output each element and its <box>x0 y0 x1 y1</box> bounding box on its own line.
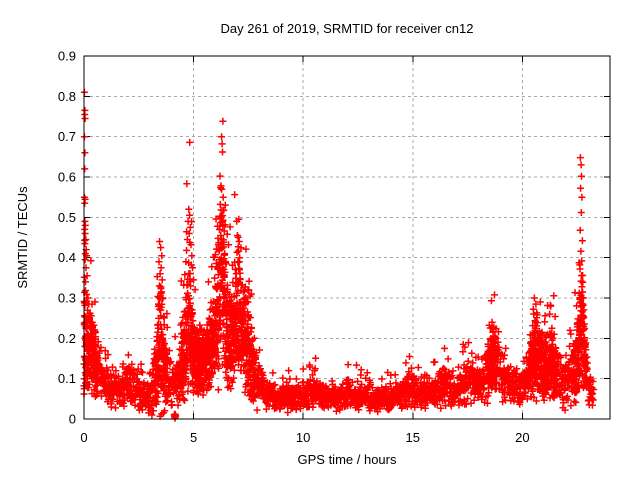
y-axis-title: SRMTID / TECUs <box>15 186 30 289</box>
y-tick-label: 0.3 <box>58 291 76 306</box>
y-tick-label: 0.1 <box>58 371 76 386</box>
y-tick-label: 0.7 <box>58 129 76 144</box>
plot-border <box>83 55 611 420</box>
y-tick-label: 0.4 <box>58 250 76 265</box>
x-tick-label: 10 <box>296 430 310 445</box>
x-tick-label: 5 <box>190 430 197 445</box>
x-axis-title: GPS time / hours <box>298 452 397 467</box>
x-tick-labels: 0 5 10 15 20 <box>80 430 529 445</box>
y-tick-label: 0.5 <box>58 210 76 225</box>
y-tick-labels: 0 0.1 0.2 0.3 0.4 0.5 0.6 0.7 0.8 0.9 <box>58 49 76 427</box>
x-tick-label: 20 <box>515 430 529 445</box>
y-tick-label: 0 <box>69 412 76 427</box>
data-points-srmtid <box>80 88 598 422</box>
chart-title: Day 261 of 2019, SRMTID for receiver cn1… <box>221 21 474 36</box>
y-tick-label: 0.2 <box>58 331 76 346</box>
y-tick-label: 0.8 <box>58 89 76 104</box>
y-tick-label: 0.6 <box>58 170 76 185</box>
y-tick-label: 0.9 <box>58 49 76 64</box>
x-tick-label: 15 <box>406 430 420 445</box>
x-tick-label: 0 <box>80 430 87 445</box>
